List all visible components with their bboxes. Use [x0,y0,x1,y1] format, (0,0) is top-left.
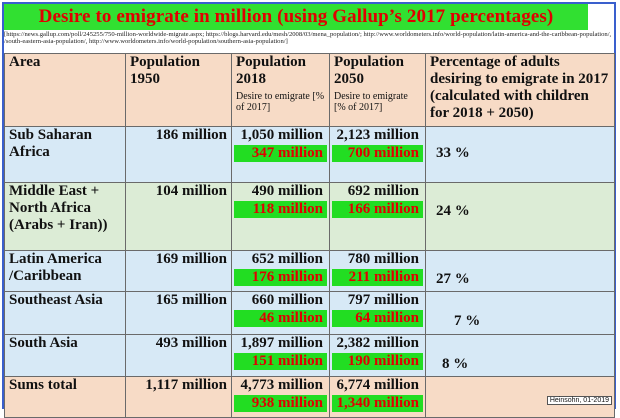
header-pop1950: Population 1950 [125,53,232,127]
table-header-row: Area Population 1950 Population 2018 Des… [4,53,615,127]
row-pop2050: 2,382 million 190 million [329,334,426,377]
percentage-value: 7 % [454,313,481,329]
header-pop2018-sub: Desire to emigrate [% of 2017] [236,91,325,113]
pop2018-value: 1,050 million [240,127,323,144]
page-title: Desire to emigrate in million (using Gal… [38,6,554,27]
table-row: Middle East + North Africa (Arabs + Iran… [4,182,615,251]
title-bar: Desire to emigrate in million (using Gal… [4,4,588,30]
row-area: Sums total [4,376,126,418]
table-sum-row: Sums total 1,117 million 4,773 million 93… [4,376,615,418]
emigrate2018-value: 151 million [234,353,327,370]
emigrate2018-value: 46 million [234,310,327,327]
row-pop1950: 493 million [125,334,232,377]
pop2050-value: 797 million [347,292,419,309]
source-citations: [https://news.gallup.com/poll/245255/750… [4,31,612,46]
row-area: Southeast Asia [4,291,126,335]
row-pop1950: 169 million [125,250,232,292]
row-pop1950: 1,117 million [125,376,232,418]
row-pop2050: 692 million 166 million [329,182,426,251]
emigrate2018-value: 176 million [234,269,327,286]
header-area: Area [4,53,126,127]
emigrate2050-value: 190 million [332,353,423,370]
percentage-value: 27 % [436,271,470,287]
emigrate2050-value: 700 million [332,145,423,162]
header-pop2050-label: Population 2050 [334,54,405,88]
row-pop2050: 6,774 million 1,340 million [329,376,426,418]
row-percentage: 33 % [425,126,615,183]
emigrate2018-value: 938 million [234,395,327,412]
pop2018-value: 4,773 million [240,377,323,394]
header-pop2050: Population 2050 Desire to emigrate [% of… [329,53,426,127]
row-area: South Asia [4,334,126,377]
emigrate2050-value: 211 million [332,269,423,286]
pop2050-value: 2,382 million [336,335,419,352]
row-pop1950: 186 million [125,126,232,183]
row-pop2018: 652 million 176 million [231,250,330,292]
pop2018-value: 1,897 million [240,335,323,352]
row-pop2018: 1,050 million 347 million [231,126,330,183]
row-percentage: 27 % [425,250,615,292]
table-row: South Asia 493 million 1,897 million 151 … [4,334,615,377]
row-pop1950: 165 million [125,291,232,335]
emigrate2050-value: 166 million [332,201,423,218]
pop2050-value: 780 million [347,251,419,268]
row-pop2050: 2,123 million 700 million [329,126,426,183]
row-pop1950: 104 million [125,182,232,251]
percentage-value: 33 % [436,145,470,161]
row-area: Latin America /Caribbean [4,250,126,292]
row-pop2050: 780 million 211 million [329,250,426,292]
pop2018-value: 660 million [251,292,323,309]
table-row: Southeast Asia 165 million 660 million 46… [4,291,615,335]
pop2018-value: 652 million [251,251,323,268]
emigrate2050-value: 64 million [332,310,423,327]
emigration-table: Area Population 1950 Population 2018 Des… [4,53,615,418]
emigrate2018-value: 347 million [234,145,327,162]
row-pop2018: 660 million 46 million [231,291,330,335]
row-pop2018: 1,897 million 151 million [231,334,330,377]
pop2050-value: 2,123 million [336,127,419,144]
pop2050-value: 692 million [347,183,419,200]
row-area: Sub Saharan Africa [4,126,126,183]
row-pop2018: 490 million 118 million [231,182,330,251]
emigrate2018-value: 118 million [234,201,327,218]
emigrate2050-value: 1,340 million [332,395,423,412]
row-percentage: 7 % [425,291,615,335]
author-signature: Heinsohn, 01-2019 [546,396,612,405]
header-pop2018: Population 2018 Desire to emigrate [% of… [231,53,330,127]
pop2050-value: 6,774 million [336,377,419,394]
table-row: Latin America /Caribbean 169 million 652… [4,250,615,292]
row-pop2050: 797 million 64 million [329,291,426,335]
row-pop2018: 4,773 million 938 million [231,376,330,418]
row-percentage: 8 % [425,334,615,377]
row-area: Middle East + North Africa (Arabs + Iran… [4,182,126,251]
pop2018-value: 490 million [251,183,323,200]
row-percentage: 24 % [425,182,615,251]
header-percentage: Percentage of adults desiring to emigrat… [425,53,615,127]
percentage-value: 8 % [442,356,469,372]
header-pop2050-sub: Desire to emigrate [% of 2017] [334,91,408,113]
percentage-value: 24 % [436,203,470,219]
table-row: Sub Saharan Africa 186 million 1,050 mil… [4,126,615,183]
header-pop2018-label: Population 2018 [236,54,307,88]
